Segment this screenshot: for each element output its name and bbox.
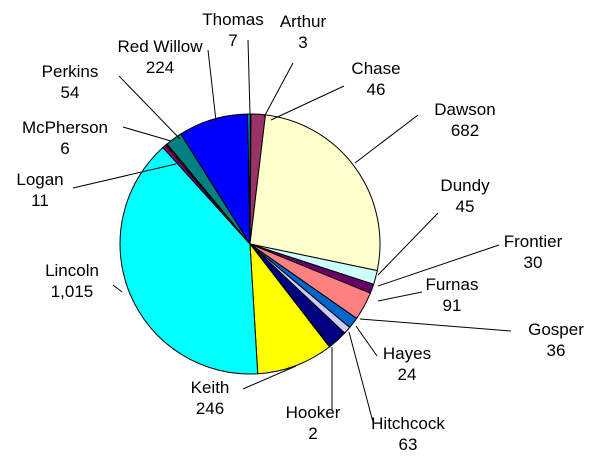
slice-name: Hooker bbox=[286, 403, 341, 422]
leader-line-perkins bbox=[118, 75, 181, 140]
slice-label-frontier: Frontier 30 bbox=[504, 232, 563, 272]
slice-value: 11 bbox=[31, 191, 49, 210]
slice-name: Thomas bbox=[202, 10, 263, 29]
leader-lines bbox=[72, 39, 512, 423]
slice-name: Gosper bbox=[528, 320, 584, 339]
slice-label-dawson: Dawson 682 bbox=[434, 100, 495, 140]
slice-name: Lincoln bbox=[45, 261, 99, 280]
leader-line-lincoln bbox=[112, 284, 123, 293]
slice-value: 46 bbox=[367, 80, 386, 99]
leader-line-furnas bbox=[377, 291, 423, 302]
slice-name: Hitchcock bbox=[371, 414, 445, 433]
slice-value: 91 bbox=[443, 296, 462, 315]
slice-value: 3 bbox=[298, 33, 307, 52]
slice-value: 7 bbox=[228, 31, 237, 50]
slice-value: 63 bbox=[399, 435, 418, 454]
slice-label-thomas: Thomas 7 bbox=[202, 10, 263, 50]
leader-line-keith bbox=[242, 365, 297, 390]
slice-name: Hayes bbox=[383, 344, 431, 363]
slice-name: Arthur bbox=[280, 12, 327, 31]
slice-name: Chase bbox=[351, 59, 400, 78]
leader-line-hitchcock bbox=[348, 331, 374, 423]
pie-slice-dawson bbox=[249, 114, 381, 272]
leader-line-chase bbox=[270, 85, 345, 121]
slice-value: 246 bbox=[196, 399, 224, 418]
slice-value: 54 bbox=[61, 83, 80, 102]
leader-line-frontier bbox=[377, 244, 500, 287]
leader-line-gosper bbox=[359, 318, 512, 332]
leader-line-dundy bbox=[377, 212, 439, 276]
slice-value: 224 bbox=[146, 58, 174, 77]
pie-slice-lincoln bbox=[119, 146, 259, 375]
leader-line-arthur bbox=[263, 62, 294, 118]
slice-name: Dawson bbox=[434, 100, 495, 119]
leader-line-dawson bbox=[354, 114, 419, 164]
slice-value: 45 bbox=[456, 197, 475, 216]
slice-name: Perkins bbox=[42, 62, 99, 81]
slice-label-arthur: Arthur 3 bbox=[280, 12, 327, 52]
slice-value: 6 bbox=[60, 139, 69, 158]
slice-label-perkins: Perkins 54 bbox=[42, 62, 99, 102]
slice-label-mcpherson: McPherson 6 bbox=[22, 118, 108, 158]
slice-label-hooker: Hooker 2 bbox=[286, 403, 341, 443]
leader-line-logan bbox=[72, 163, 177, 189]
slice-name: Keith bbox=[191, 378, 230, 397]
slice-label-hitchcock: Hitchcock 63 bbox=[371, 414, 445, 454]
slice-name: Frontier bbox=[504, 232, 563, 251]
slice-label-lincoln: Lincoln 1,015 bbox=[45, 261, 99, 301]
slice-value: 1,015 bbox=[51, 282, 94, 301]
leader-line-thomas bbox=[247, 39, 251, 115]
slice-labels: Arthur 3 Chase 46 Dawson 682 Dundy 45 Frontier 30… bbox=[16, 10, 584, 454]
slice-value: 2 bbox=[308, 424, 317, 443]
slice-value: 30 bbox=[524, 253, 543, 272]
slice-name: Dundy bbox=[440, 176, 490, 195]
slice-label-red-willow: Red Willow 224 bbox=[117, 37, 203, 77]
slice-label-keith: Keith 246 bbox=[191, 378, 230, 418]
slice-label-dundy: Dundy 45 bbox=[440, 176, 490, 216]
slice-label-gosper: Gosper 36 bbox=[528, 320, 584, 360]
leader-line-mcpherson bbox=[122, 126, 172, 142]
slice-name: McPherson bbox=[22, 118, 108, 137]
slice-name: Red Willow bbox=[117, 37, 203, 56]
slice-value: 36 bbox=[547, 341, 566, 360]
slice-label-logan: Logan 11 bbox=[16, 170, 63, 210]
leader-line-hayes bbox=[355, 325, 378, 357]
slice-value: 682 bbox=[451, 121, 479, 140]
slice-name: Logan bbox=[16, 170, 63, 189]
slice-value: 24 bbox=[398, 365, 417, 384]
slice-label-hayes: Hayes 24 bbox=[383, 344, 431, 384]
pie-slices bbox=[119, 113, 381, 375]
slice-name: Furnas bbox=[426, 275, 479, 294]
slice-label-furnas: Furnas 91 bbox=[426, 275, 479, 315]
leader-line-red-willow bbox=[207, 49, 217, 122]
slice-label-chase: Chase 46 bbox=[351, 59, 400, 99]
